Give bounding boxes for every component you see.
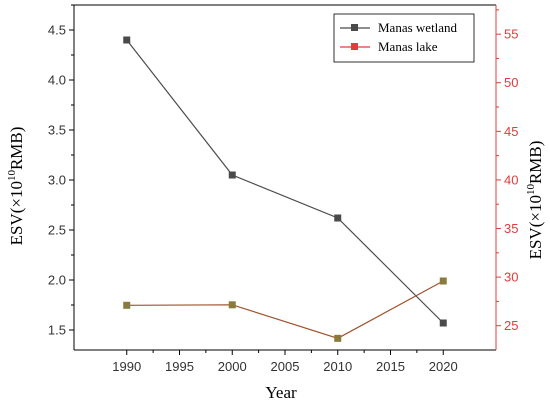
legend-box bbox=[333, 13, 475, 63]
legend-label-manas-lake: Manas lake bbox=[378, 39, 438, 54]
left-tick-label: 1.5 bbox=[48, 323, 66, 338]
right-axis-ticks: 25 30 35 40 45 50 55 bbox=[496, 9, 518, 333]
right-tick-label: 50 bbox=[504, 75, 518, 90]
left-axis-title: ESV(×1010RMB) bbox=[6, 127, 26, 246]
legend: Manas wetland Manas lake bbox=[333, 13, 475, 63]
x-axis-ticks: 1990 1995 2000 2005 2010 2015 2020 bbox=[112, 350, 458, 374]
right-axis-title-suffix: RMB) bbox=[526, 141, 545, 184]
legend-marker-manas-wetland bbox=[351, 24, 358, 31]
left-tick-label: 2.5 bbox=[48, 223, 66, 238]
right-axis-title-prefix: ESV(×10 bbox=[526, 195, 545, 259]
left-tick-label: 4.5 bbox=[48, 23, 66, 38]
left-axis-title-prefix: ESV(×10 bbox=[7, 181, 26, 245]
series-line-manas-lake bbox=[126, 280, 444, 339]
plot-frame bbox=[73, 4, 497, 351]
x-axis-title: Year bbox=[265, 383, 297, 402]
legend-label-manas-wetland: Manas wetland bbox=[378, 20, 458, 35]
data-point-manas-lake bbox=[334, 334, 342, 342]
left-tick-label: 3.0 bbox=[48, 173, 66, 188]
x-tick-label: 2000 bbox=[218, 359, 247, 374]
left-axis-title-sup: 10 bbox=[6, 170, 18, 182]
series-line-manas-wetland bbox=[126, 39, 444, 324]
left-tick-label: 3.5 bbox=[48, 123, 66, 138]
data-point-manas-lake bbox=[228, 301, 236, 309]
right-tick-label: 55 bbox=[504, 27, 518, 42]
series-lines bbox=[123, 36, 447, 342]
right-tick-label: 30 bbox=[504, 270, 518, 285]
x-tick-label: 2020 bbox=[429, 359, 458, 374]
x-tick-label: 1990 bbox=[112, 359, 141, 374]
x-tick-label: 2010 bbox=[323, 359, 352, 374]
right-tick-label: 45 bbox=[504, 124, 518, 139]
x-tick-label: 2005 bbox=[271, 359, 300, 374]
data-point-manas-wetland bbox=[123, 36, 131, 44]
data-point-manas-wetland bbox=[228, 171, 236, 179]
x-tick-label: 2015 bbox=[376, 359, 405, 374]
data-point-manas-wetland bbox=[439, 319, 447, 327]
left-axis-ticks: 1.5 2.0 2.5 3.0 3.5 4.0 4.5 bbox=[48, 4, 74, 338]
right-axis-title-sup: 10 bbox=[525, 184, 537, 196]
right-axis-title: ESV(×1010RMB) bbox=[525, 141, 545, 260]
left-tick-label: 2.0 bbox=[48, 273, 66, 288]
x-tick-label: 1995 bbox=[165, 359, 194, 374]
right-tick-label: 25 bbox=[504, 318, 518, 333]
data-point-manas-lake bbox=[439, 277, 447, 285]
data-point-manas-wetland bbox=[334, 214, 342, 222]
right-tick-label: 35 bbox=[504, 221, 518, 236]
left-axis-title-suffix: RMB) bbox=[7, 127, 26, 170]
data-point-manas-lake bbox=[123, 301, 131, 309]
legend-marker-manas-lake bbox=[351, 43, 358, 50]
left-tick-label: 4.0 bbox=[48, 73, 66, 88]
right-tick-label: 40 bbox=[504, 172, 518, 187]
